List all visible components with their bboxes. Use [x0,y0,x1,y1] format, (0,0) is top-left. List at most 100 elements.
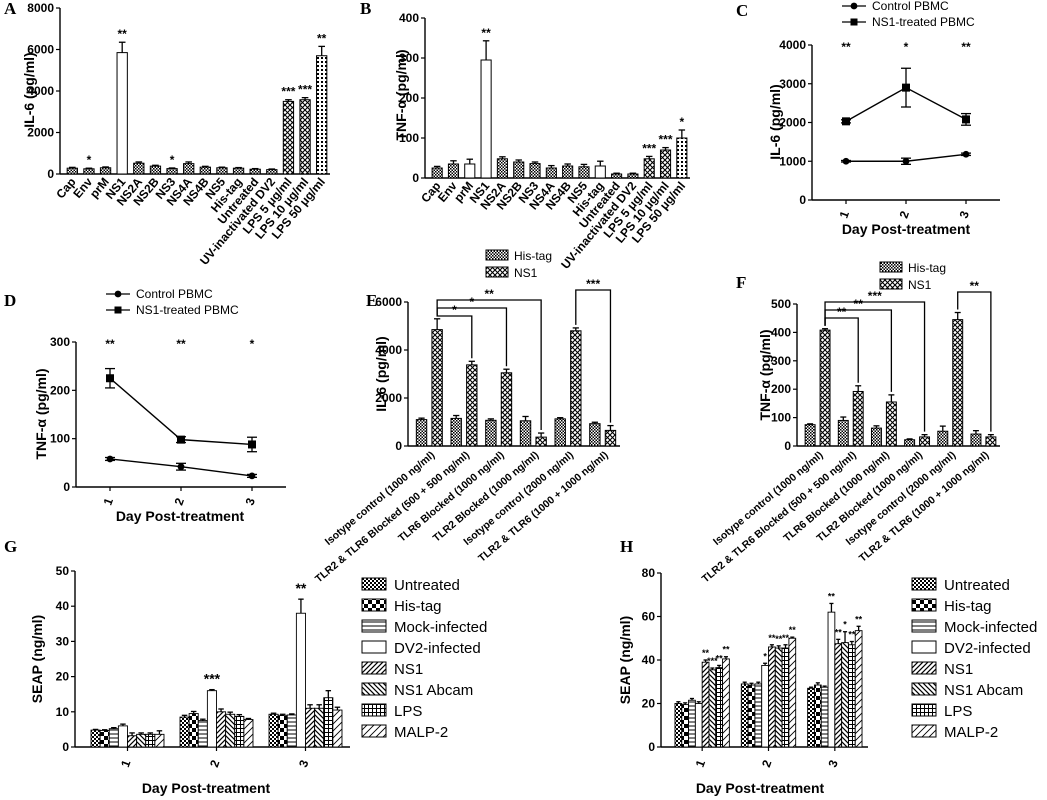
x-tick-label: 3 [825,758,841,769]
bar [286,714,297,748]
legend-marker-circle [114,290,122,298]
legend-marker-square [850,18,858,26]
legend-label: NS1 [394,661,423,678]
bar [485,419,497,447]
bar [295,612,306,748]
bar [154,733,165,748]
significance-label: *** [659,133,673,147]
y-tick-label: 40 [56,599,70,613]
significance-label: ** [118,27,128,41]
bar [604,429,617,447]
legend-label: MALP-2 [944,724,998,741]
legend-swatch [485,249,509,261]
legend-label: His-tag [908,261,946,275]
legend-swatch [911,598,937,612]
y-tick-label: 0 [648,740,655,754]
bar [145,733,156,748]
significance-label: ** [828,591,836,601]
legend-label: His-tag [514,249,552,263]
y-tick-label: 0 [799,193,806,207]
y-tick-label: 200 [771,382,791,396]
significance-label: ** [481,26,491,40]
y-tick-label: 2000 [27,126,54,140]
y-axis-title: TNF-α (pg/ml) [33,368,49,459]
y-tick-label: 6000 [375,295,402,309]
legend-swatch [911,724,937,738]
y-tick-label: 100 [399,131,419,145]
legend-label: Untreated [394,577,460,594]
significance-label: ** [716,653,724,663]
bar [562,165,574,179]
bar [116,52,128,175]
bar [804,424,816,447]
bar [904,439,916,447]
data-point-square [962,115,970,124]
bar [722,658,730,748]
significance-label: ** [702,648,710,658]
bar [431,329,443,447]
bar [681,704,690,748]
significance-label: * [170,153,175,167]
y-tick-label: 100 [771,411,791,425]
bar [415,419,428,447]
bar [885,401,897,447]
data-point-square [902,83,910,92]
bar [781,647,790,748]
bar [545,167,557,179]
bar [513,161,525,179]
y-tick-label: 6000 [27,43,54,57]
legend-swatch [361,619,387,633]
x-tick-label: 1 [101,496,117,507]
significance-label: ** [782,633,790,643]
significance-label: ** [837,305,847,319]
bar [611,173,623,179]
bar [768,646,776,748]
bar [937,430,949,447]
data-point-square [106,374,114,383]
data-point-circle [962,150,970,158]
bar [643,158,655,179]
bar [266,169,278,175]
bar [761,664,769,748]
panel-label: D [4,291,16,310]
bar [852,390,864,447]
x-tick-label: TLR2 & TLR6 Blocked (500 + 500 ng/ml) [313,449,472,585]
significance-label: * [452,303,457,317]
bar [431,167,443,179]
y-tick-label: 4000 [375,343,402,357]
y-tick-label: 2000 [375,391,402,405]
legend-swatch [879,278,903,290]
significance-label: ** [484,287,494,301]
panel-label: G [4,537,17,556]
bar [149,165,162,175]
x-tick-label: 1 [118,758,134,769]
significance-label: *** [868,289,882,303]
significance-label: ** [722,645,730,655]
x-axis-title: Day Post-treatment [142,780,271,796]
bar [332,709,343,748]
legend-swatch [361,703,387,717]
bar [578,166,590,179]
bar [243,719,254,748]
bar [179,716,190,748]
x-tick-label: 1 [693,758,709,769]
significance-label: ** [317,31,327,45]
legend-label: NS1 [908,278,932,292]
bar [788,637,797,748]
x-axis-title: Day Post-treatment [116,508,245,524]
bar [83,168,95,175]
significance-label: ** [835,627,843,637]
bar [99,167,112,175]
data-point-circle [177,463,185,471]
bar [500,372,513,447]
bar [480,59,492,179]
y-tick-label: 4000 [27,84,54,98]
significance-label: ** [841,40,851,54]
bar [985,436,997,447]
bar [197,720,208,748]
bar [701,661,710,748]
significance-bracket [436,315,473,359]
bar [708,669,717,748]
significance-label: * [87,153,92,167]
